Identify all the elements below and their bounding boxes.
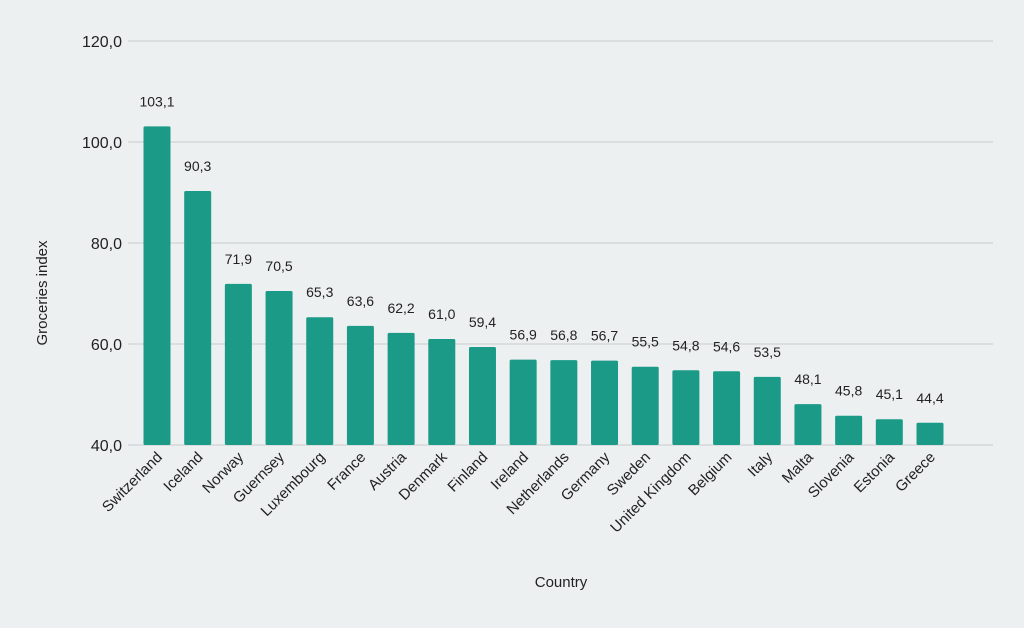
data-label: 54,8 xyxy=(672,337,699,353)
data-label: 54,6 xyxy=(713,338,740,354)
data-label: 44,4 xyxy=(916,390,943,406)
bar xyxy=(306,317,334,445)
bar xyxy=(224,283,252,445)
y-tick-label: 80,0 xyxy=(91,236,122,253)
bar xyxy=(387,332,415,445)
x-tick-label: Slovenia xyxy=(805,448,858,501)
data-label: 56,8 xyxy=(550,327,577,343)
x-tick-label: Finland xyxy=(444,449,491,496)
y-tick-label: 40,0 xyxy=(91,438,122,455)
data-label: 56,9 xyxy=(510,327,537,343)
bar xyxy=(184,190,212,445)
bar xyxy=(468,347,496,445)
data-label: 55,5 xyxy=(632,334,659,350)
bar xyxy=(591,360,619,445)
data-label: 45,8 xyxy=(835,383,862,399)
data-label: 103,1 xyxy=(139,93,174,109)
bar xyxy=(753,376,781,445)
bar xyxy=(428,338,456,445)
data-label: 63,6 xyxy=(347,293,374,309)
bar xyxy=(143,126,171,445)
x-tick-label: Iceland xyxy=(160,449,206,495)
bar xyxy=(265,290,293,445)
data-label: 65,3 xyxy=(306,284,333,300)
data-label: 59,4 xyxy=(469,314,496,330)
data-label: 90,3 xyxy=(184,158,211,174)
bar xyxy=(875,419,903,445)
data-label: 48,1 xyxy=(794,371,821,387)
y-tick-label: 60,0 xyxy=(91,337,122,354)
data-label: 61,0 xyxy=(428,306,455,322)
y-tick-label: 120,0 xyxy=(82,34,122,51)
data-label: 56,7 xyxy=(591,328,618,344)
data-label: 62,2 xyxy=(387,300,414,316)
y-axis-title: Groceries index xyxy=(34,240,51,346)
x-tick-label: Greece xyxy=(892,449,939,496)
x-tick-label: Belgium xyxy=(685,449,735,499)
bar xyxy=(794,404,822,445)
bar xyxy=(916,422,944,445)
data-label: 45,1 xyxy=(876,386,903,402)
bar xyxy=(346,325,374,445)
y-tick-label: 100,0 xyxy=(82,135,122,152)
x-tick-label: Switzerland xyxy=(99,449,166,516)
bar xyxy=(835,415,863,445)
bar xyxy=(672,370,700,445)
data-label: 53,5 xyxy=(754,344,781,360)
x-axis-title: Country xyxy=(535,574,588,591)
bar xyxy=(631,366,659,445)
x-tick-label: Estonia xyxy=(851,448,899,496)
bar xyxy=(713,371,741,445)
data-label: 71,9 xyxy=(225,251,252,267)
x-tick-label: Malta xyxy=(779,448,817,486)
x-tick-label: France xyxy=(324,449,369,494)
data-label: 70,5 xyxy=(265,258,292,274)
bar xyxy=(550,360,578,445)
x-tick-label: Italy xyxy=(745,448,777,480)
bar xyxy=(509,359,537,445)
